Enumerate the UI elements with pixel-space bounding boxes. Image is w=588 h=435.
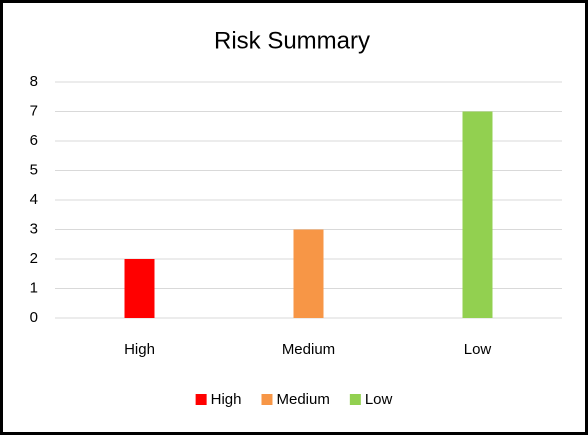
y-tick-label: 5 [30,161,38,178]
legend-label: Low [365,391,393,408]
y-tick-label: 6 [30,132,38,149]
y-tick-label: 7 [30,102,38,119]
y-tick-label: 3 [30,220,38,237]
legend-swatch [195,394,207,405]
y-tick-label: 4 [30,191,38,208]
legend-swatch [349,394,361,405]
legend-label: Medium [276,391,329,408]
x-tick-label: Low [464,341,492,358]
legend: High Medium Low [195,391,393,408]
y-tick-label: 2 [30,250,38,267]
bar [124,259,155,318]
y-tick-label: 1 [30,279,38,296]
legend-label: High [211,391,242,408]
bar [462,111,493,318]
legend-swatch [261,394,273,405]
bar [293,229,324,318]
y-tick-label: 8 [30,73,38,90]
y-tick-label: 0 [30,309,38,326]
x-tick-label: High [124,341,155,358]
chart-title: Risk Summary [214,27,370,54]
x-tick-label: Medium [282,341,335,358]
